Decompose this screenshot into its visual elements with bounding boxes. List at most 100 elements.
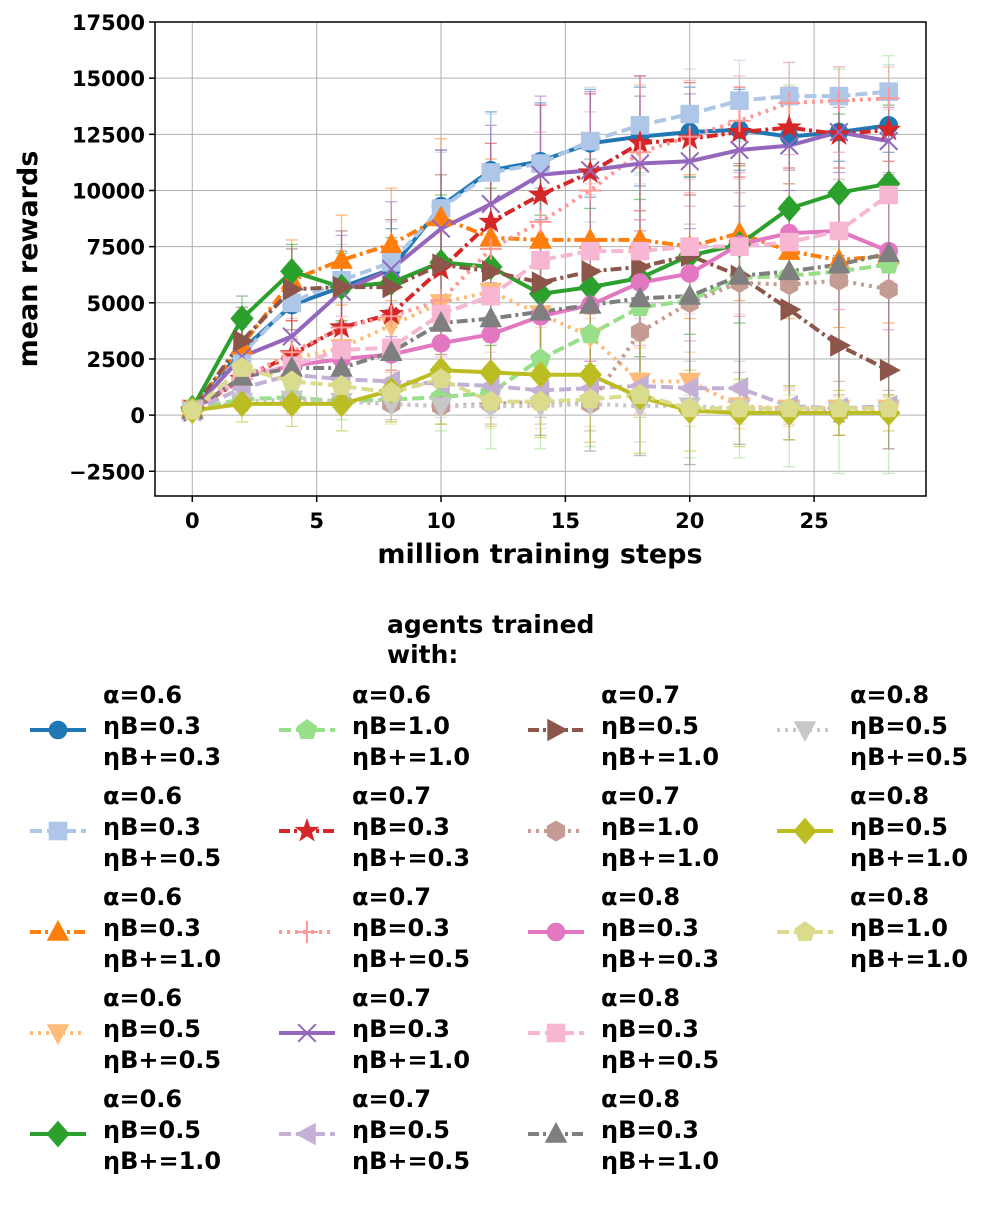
series-18-point (878, 397, 900, 418)
legend-swatch (30, 1024, 86, 1046)
legend-swatch-marker (294, 1122, 316, 1146)
series-14-point (730, 237, 749, 256)
series-14-point (580, 241, 600, 261)
legend-label-line: ηB+=0.5 (103, 844, 222, 872)
series-11-point (233, 329, 255, 353)
y-tick-label: 0 (130, 404, 145, 428)
series-15-point (628, 286, 652, 308)
x-tick-label: 15 (551, 509, 580, 533)
legend-label: α=0.7 ηB=0.5 ηB+=0.5 (352, 1084, 470, 1177)
series-11-point (631, 255, 653, 279)
legend-entry: α=0.6 ηB=0.3 ηB+=1.0 (28, 882, 258, 978)
series-18-point (181, 399, 203, 420)
series-17-point (528, 361, 553, 389)
legend-label-line: ηB+=1.0 (103, 945, 222, 973)
legend-label: α=0.8 ηB=0.5 ηB+=0.5 (850, 680, 968, 773)
legend-swatch (777, 817, 833, 845)
legend-entry: α=0.8 ηB=0.3 ηB+=1.0 (526, 1084, 756, 1180)
legend-label-line: α=0.7 (352, 782, 432, 810)
series-8-point (479, 237, 502, 260)
series-18-point (480, 390, 502, 411)
legend-label-line: ηB=0.5 (601, 712, 700, 740)
series-5-point (827, 179, 851, 207)
series-3-point (330, 248, 353, 269)
chart: 0 5 10 15 20 25 −2500 0 2500 5000 7500 10000 12500 1… (13, 11, 927, 570)
series-11-point (283, 278, 304, 301)
legend-label-line: ηB+=0.5 (103, 1046, 222, 1074)
legend-label-line: α=0.7 (601, 782, 681, 810)
legend-label-line: α=0.6 (103, 681, 183, 709)
series-18-point (331, 374, 353, 395)
legend-label: α=0.8 ηB=0.3 ηB+=0.3 (601, 882, 719, 975)
x-tick-label: 5 (309, 509, 324, 533)
legend-entry: α=0.8 ηB=0.3 ηB+=0.3 (526, 882, 756, 978)
legend-label-line: ηB+=0.5 (601, 1046, 720, 1074)
series-11-point (531, 271, 553, 294)
legend-label-line: ηB+=0.5 (850, 743, 969, 771)
legend-label-line: α=0.8 (850, 681, 930, 709)
legend: agents trained with: α=0.6 ηB=0.3 ηB+=0.3 α… (0, 610, 996, 1200)
legend-entry: α=0.8 ηB=0.5 ηB+=1.0 (775, 781, 996, 877)
y-tick-label: 2500 (87, 348, 145, 372)
legend-label-line: α=0.8 (601, 883, 681, 911)
legend-label-line: ηB+=1.0 (850, 945, 969, 973)
legend-label-line: ηB=1.0 (850, 914, 949, 942)
series-2-point (580, 131, 600, 151)
legend-swatch-marker (793, 817, 817, 845)
legend-swatch (528, 820, 584, 842)
legend-label-line: ηB+=1.0 (352, 743, 471, 771)
series-18-point (530, 390, 551, 411)
x-tick-label: 25 (799, 509, 828, 533)
legend-label-line: ηB=0.5 (103, 1015, 202, 1043)
legend-swatch (279, 718, 335, 739)
legend-entry: α=0.6 ηB=0.3 ηB+=0.5 (28, 781, 258, 877)
x-axis-label: million training steps (377, 539, 702, 570)
legend-label-line: α=0.7 (352, 984, 432, 1012)
series-14-point (879, 185, 898, 205)
series-8-point (728, 109, 751, 132)
legend-swatch-marker (794, 920, 816, 941)
legend-label-line: α=0.8 (850, 883, 930, 911)
legend-swatch-marker (294, 817, 320, 842)
legend-label-line: ηB+=0.3 (103, 743, 222, 771)
legend-label: α=0.8 ηB=1.0 ηB+=1.0 (850, 882, 968, 975)
legend-label-line: ηB+=1.0 (352, 1046, 471, 1074)
legend-swatch (30, 720, 86, 740)
series-14-line (191, 193, 890, 413)
legend-swatch (528, 1023, 584, 1043)
series-13-point (431, 333, 451, 353)
series-11-point (482, 260, 503, 283)
legend-label: α=0.8 ηB=0.3 ηB+=0.5 (601, 983, 719, 1076)
legend-entry: α=0.6 ηB=0.5 ηB+=0.5 (28, 983, 258, 1079)
series-15-point (827, 252, 851, 274)
series-15-point (728, 263, 751, 285)
series-markers (179, 82, 902, 427)
legend-title: agents trained with: (387, 610, 595, 669)
legend-label-line: ηB=0.3 (103, 914, 202, 942)
legend-swatch (30, 1120, 86, 1148)
legend-entry: α=0.7 ηB=0.3 ηB+=0.3 (277, 781, 507, 877)
legend-label-line: α=0.6 (103, 883, 183, 911)
series-18-point (679, 397, 701, 418)
series-7-point (478, 208, 504, 233)
series-9-point (829, 122, 849, 142)
legend-label-line: ηB+=1.0 (601, 844, 720, 872)
series-9-point (680, 151, 700, 171)
legend-label-line: ηB=1.0 (601, 813, 700, 841)
legend-swatch (777, 920, 833, 941)
series-9-point (630, 154, 650, 174)
series-2-point (680, 104, 700, 124)
legend-label-line: ηB+=0.5 (352, 945, 471, 973)
legend-label-line: ηB=0.3 (103, 712, 202, 740)
series-11-point (581, 260, 603, 283)
legend-label: α=0.6 ηB=0.5 ηB+=1.0 (103, 1084, 221, 1177)
series-13-point (680, 264, 700, 283)
series-3-point (379, 232, 403, 254)
series-18-point (380, 381, 402, 402)
legend-entry: α=0.6 ηB=0.5 ηB+=1.0 (28, 1084, 258, 1180)
series-15-point (429, 310, 453, 332)
legend-swatch-marker (544, 1121, 568, 1143)
series-17-point (329, 390, 354, 418)
series-14-point (829, 221, 849, 241)
series-9-point (580, 160, 600, 180)
